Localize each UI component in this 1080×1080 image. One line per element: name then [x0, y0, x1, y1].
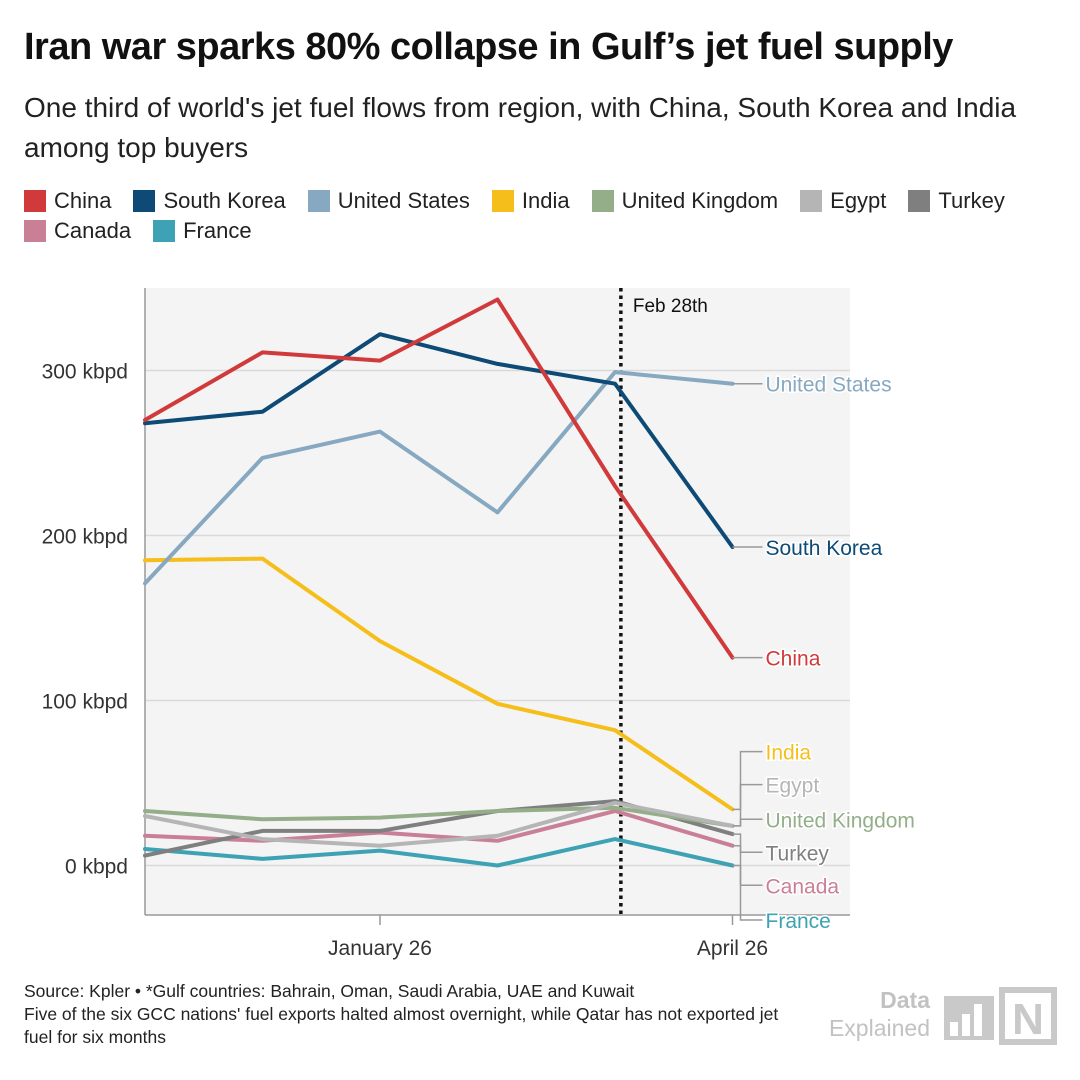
end-label-egypt: Egypt	[766, 775, 820, 798]
legend-swatch	[24, 220, 46, 242]
label-connector-france	[732, 864, 763, 921]
annotation-label: Feb 28th	[633, 296, 708, 317]
series-line-canada	[143, 809, 735, 848]
series-line-france	[143, 837, 735, 868]
y-tick-label: 300 kbpd	[42, 361, 128, 384]
end-label-canada: Canada	[766, 875, 840, 898]
legend-item-canada: Canada	[24, 218, 132, 243]
brand-icon: N	[944, 987, 1057, 1045]
legend-label: South Korea	[163, 188, 286, 213]
x-tick-label: April 26	[697, 937, 768, 960]
label-connector-turkey	[732, 833, 763, 854]
n-logo-icon	[999, 987, 1057, 1045]
y-tick-label: 100 kbpd	[42, 691, 128, 714]
legend-swatch	[591, 190, 614, 212]
legend-swatch	[133, 190, 156, 212]
legend-swatch	[307, 190, 330, 212]
legend-swatch	[800, 190, 823, 212]
legend-item-france: France	[153, 218, 252, 243]
legend-swatch	[908, 190, 931, 212]
legend-item-south-korea: South Korea	[133, 188, 286, 213]
legend-swatch	[491, 190, 514, 212]
legend-label: France	[183, 218, 252, 243]
series-line-china	[143, 297, 735, 660]
legend-swatch	[153, 220, 176, 242]
end-label-turkey: Turkey	[766, 842, 830, 865]
x-tick-label: January 26	[328, 937, 432, 960]
end-label-france: France	[766, 910, 831, 933]
brand-wordmark: Data Explained	[829, 986, 930, 1042]
brand-line-2: Explained	[828, 1015, 930, 1041]
source-note: Source: Kpler • *Gulf countries: Bahrain…	[24, 981, 635, 1001]
legend-item-united-states: United States	[307, 188, 470, 213]
plot-background	[145, 288, 850, 915]
legend-label: India	[521, 188, 570, 213]
footnote: Five of the six GCC nations' fuel export…	[24, 1004, 779, 1047]
end-label-south-korea: South Korea	[766, 537, 883, 560]
brand-logo-letter: N	[1012, 995, 1044, 1044]
series-line-united-kingdom	[143, 805, 735, 828]
line-chart: 0 kbpd 100 kbpd 200 kbpd 300 kbpd January 26…	[42, 288, 916, 960]
legend-item-united-kingdom: United Kingdom	[591, 188, 779, 213]
chart-title: Iran war sparks 80% collapse in Gulf’s j…	[24, 26, 953, 68]
series-line-south-korea	[143, 332, 735, 549]
footer: Source: Kpler • *Gulf countries: Bahrain…	[24, 980, 804, 1049]
legend-item-egypt: Egypt	[800, 188, 887, 213]
legend-label: Turkey	[938, 188, 1005, 213]
label-connector-india	[732, 750, 763, 811]
series-line-india	[143, 556, 735, 812]
series-line-united-states	[143, 370, 735, 586]
legend: China South Korea United States India Un…	[24, 188, 1024, 243]
legend-item-india: India	[491, 188, 570, 213]
series-line-egypt	[143, 800, 735, 848]
legend-label: Egypt	[830, 188, 887, 213]
chart-subtitle: One third of world's jet fuel flows from…	[24, 92, 1017, 163]
end-label-united-states: United States	[766, 374, 892, 397]
legend-swatch	[24, 190, 46, 212]
y-tick-label: 200 kbpd	[42, 526, 128, 549]
label-connector-united-kingdom	[732, 818, 763, 827]
legend-label: United Kingdom	[621, 188, 779, 213]
brand-line-1: Data	[880, 987, 930, 1013]
brand-logo: Data Explained N	[810, 986, 1060, 1046]
legend-item-china: China	[24, 188, 112, 213]
legend-label: Canada	[54, 218, 132, 243]
legend-label: United States	[337, 188, 470, 213]
legend-label: China	[54, 188, 112, 213]
end-label-india: India	[766, 742, 812, 765]
end-label-china: China	[766, 648, 821, 671]
legend-item-turkey: Turkey	[908, 188, 1005, 213]
end-label-united-kingdom: United Kingdom	[766, 809, 915, 832]
y-tick-label: 0 kbpd	[65, 856, 128, 879]
